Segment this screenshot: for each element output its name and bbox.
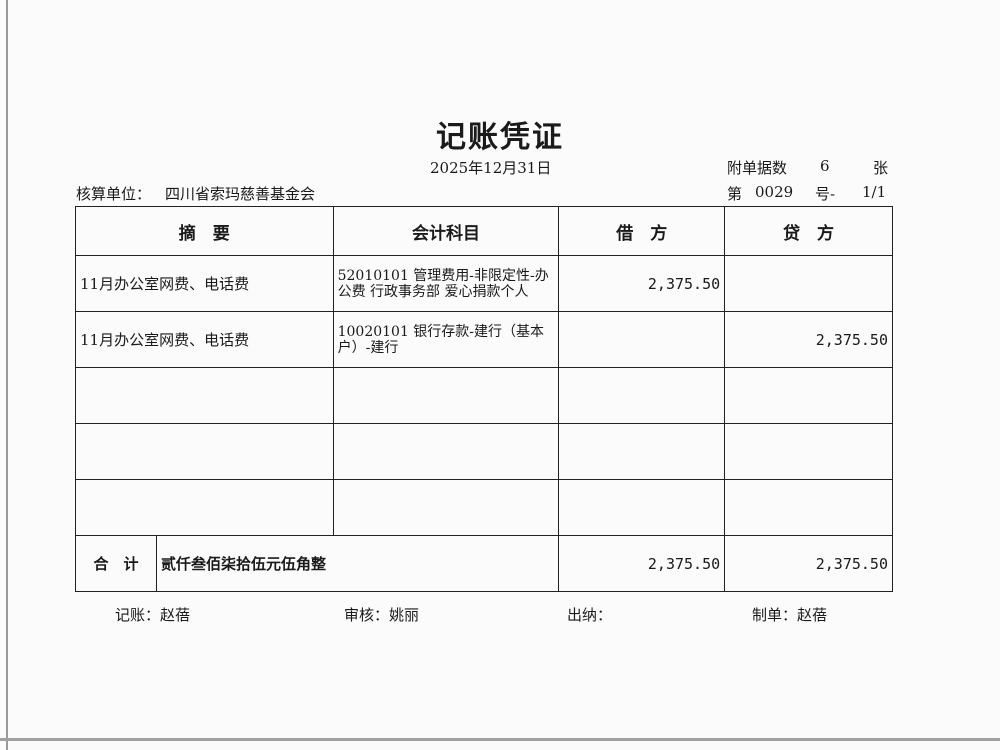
table-row	[75, 423, 893, 480]
table-row: 11月办公室网费、电话费 52010101 管理费用-非限定性-办公费 行政事务…	[75, 255, 893, 312]
preparer-signature: 制单：赵蓓	[752, 606, 828, 624]
attachments-unit: 张	[873, 159, 889, 177]
header-account: 会计科目	[332, 206, 560, 256]
row-summary	[75, 423, 334, 480]
voucher-table: 摘 要 会计科目 借 方 贷 方 11月办公室网费、电话费 52010101 管…	[74, 206, 893, 592]
row-account	[332, 423, 560, 480]
unit-label: 核算单位：	[76, 185, 152, 203]
total-credit: 2,375.50	[724, 535, 893, 592]
row-account: 52010101 管理费用-非限定性-办公费 行政事务部 爱心捐款个人	[332, 255, 560, 312]
row-summary: 11月办公室网费、电话费	[75, 255, 334, 312]
unit-name: 四川省索玛慈善基金会	[165, 185, 316, 203]
attachments-label: 附单据数	[727, 159, 788, 177]
number-prefix: 第	[727, 185, 743, 203]
voucher-number: 0029	[755, 183, 794, 201]
voucher-title: 记账凭证	[436, 120, 564, 155]
voucher-date: 2025年12月31日	[430, 159, 552, 177]
row-credit	[724, 367, 893, 424]
header-debit: 借 方	[558, 206, 726, 256]
header-credit: 贷 方	[724, 206, 893, 256]
row-account	[332, 367, 560, 424]
number-suffix: 号-	[815, 185, 836, 203]
table-header: 摘 要 会计科目 借 方 贷 方	[75, 206, 893, 256]
table-row	[75, 367, 893, 424]
row-credit	[724, 255, 893, 312]
row-account	[332, 479, 560, 536]
row-account: 10020101 银行存款-建行（基本户）-建行	[332, 311, 560, 368]
row-credit	[724, 479, 893, 536]
row-summary	[75, 479, 334, 536]
row-debit	[558, 311, 726, 368]
total-debit: 2,375.50	[558, 535, 726, 592]
scan-edge-left	[6, 0, 8, 750]
row-debit	[558, 423, 726, 480]
reviewer-signature: 审核：姚丽	[344, 606, 420, 624]
total-label: 合 计	[76, 536, 157, 591]
total-row: 合 计 贰仟叁佰柒拾伍元伍角整 2,375.50 2,375.50	[74, 535, 893, 592]
header-summary: 摘 要	[75, 206, 334, 256]
row-summary: 11月办公室网费、电话费	[75, 311, 334, 368]
row-debit	[558, 479, 726, 536]
row-debit: 2,375.50	[558, 255, 726, 312]
row-credit: 2,375.50	[724, 311, 893, 368]
cashier-signature: 出纳：	[567, 606, 613, 624]
total-amount-words: 贰仟叁佰柒拾伍元伍角整	[161, 555, 327, 573]
page-number: 1/1	[862, 183, 887, 201]
row-summary	[75, 367, 334, 424]
attachments-count: 6	[820, 157, 830, 175]
table-row	[75, 479, 893, 536]
scan-edge-bottom	[0, 738, 1000, 741]
table-row: 11月办公室网费、电话费 10020101 银行存款-建行（基本户）-建行 2,…	[75, 311, 893, 368]
row-debit	[558, 367, 726, 424]
bookkeeper-signature: 记账：赵蓓	[115, 606, 191, 624]
row-credit	[724, 423, 893, 480]
